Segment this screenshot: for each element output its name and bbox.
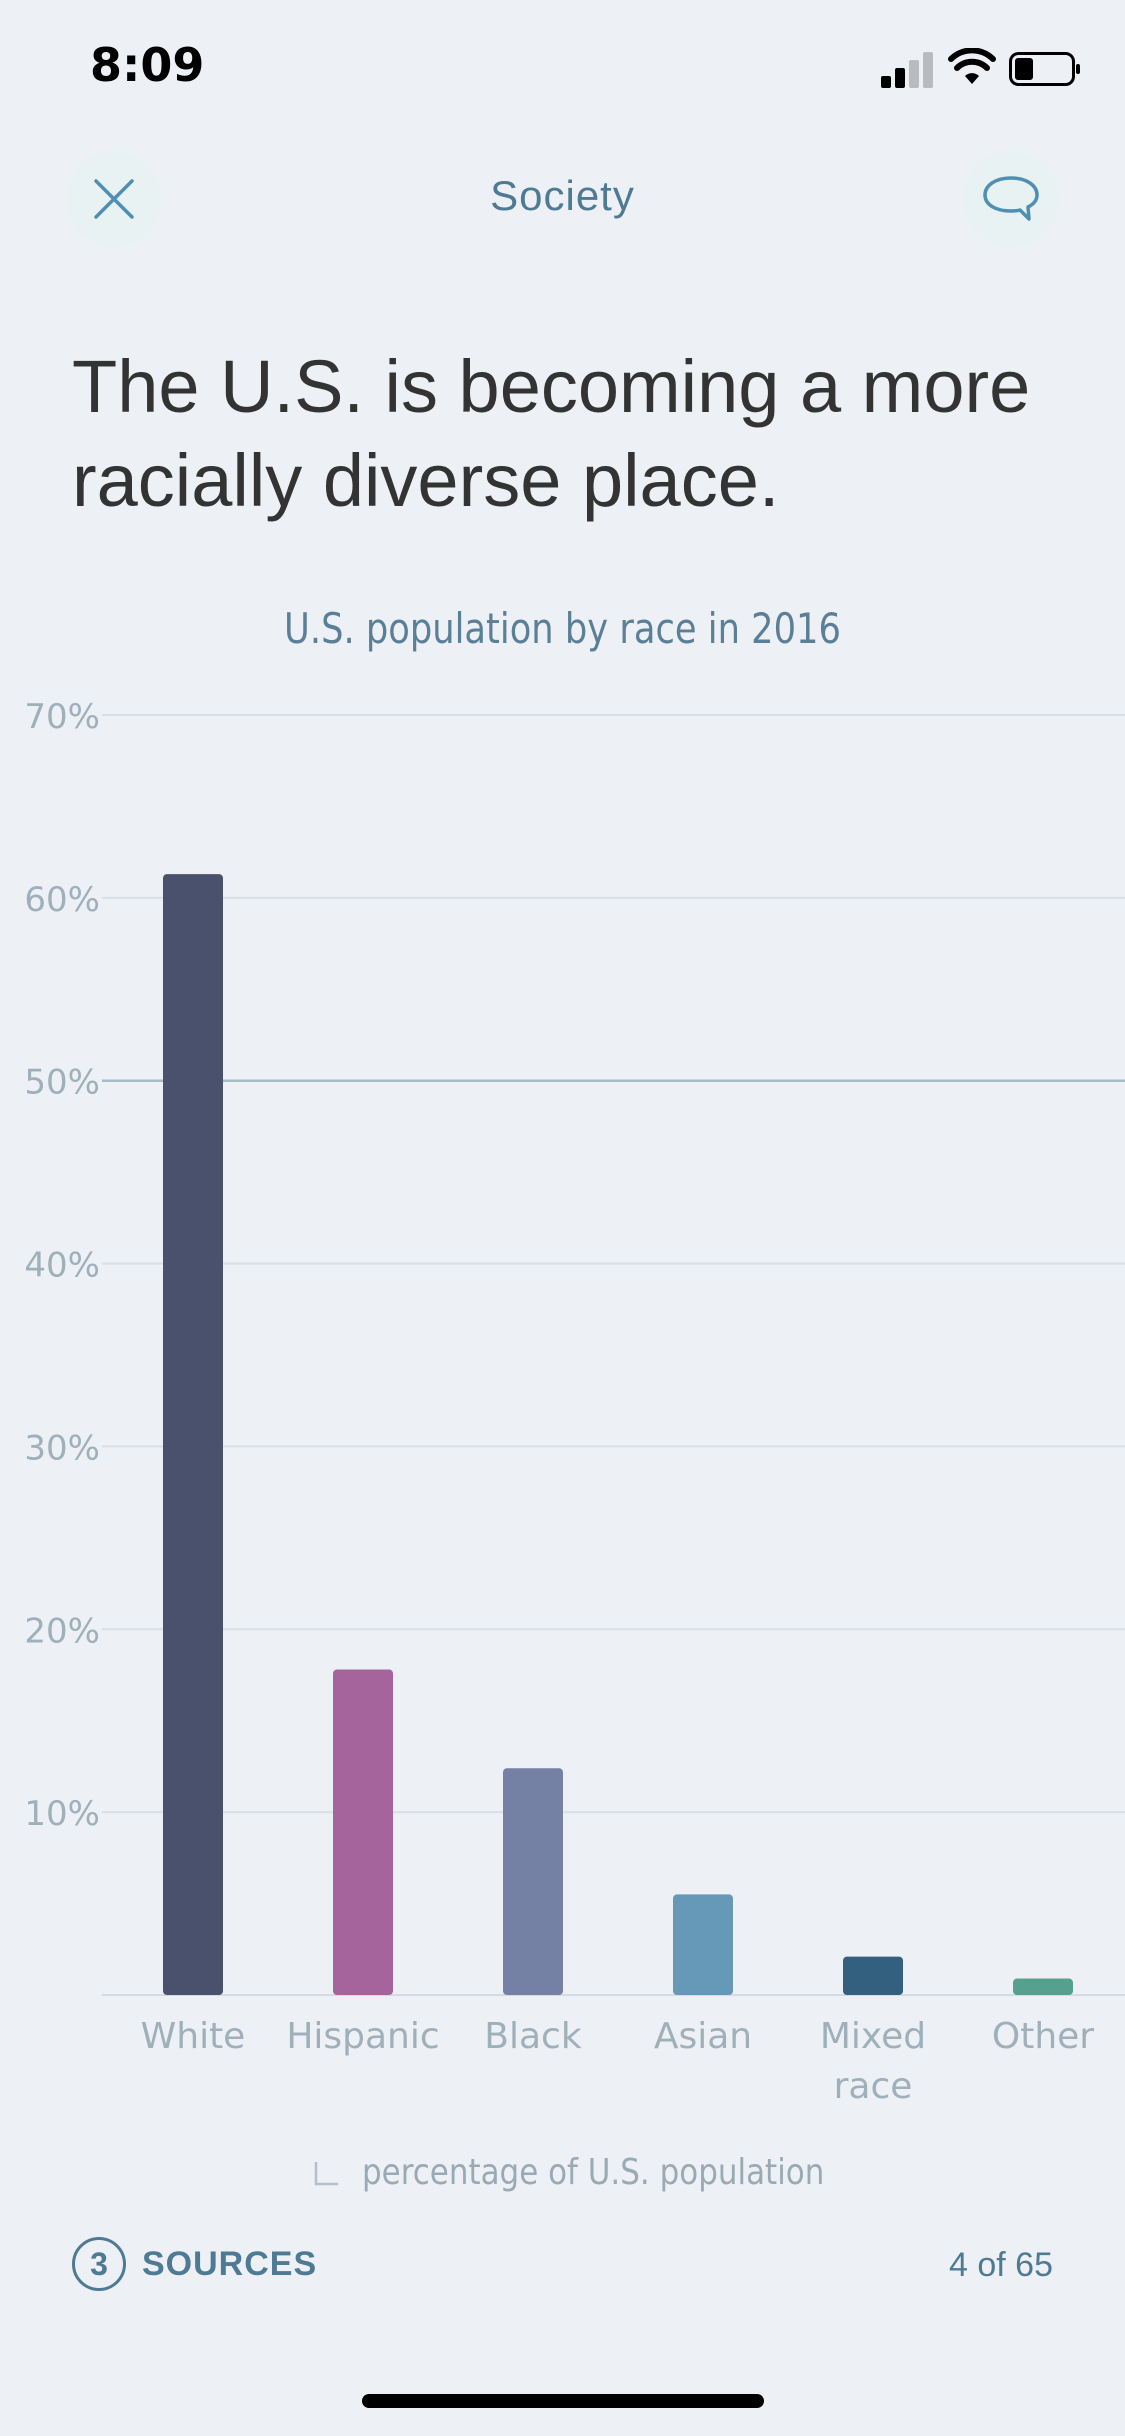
sources-count-badge: 3 bbox=[72, 2237, 126, 2291]
status-time: 8:09 bbox=[90, 38, 205, 92]
y-tick-label: 10% bbox=[24, 1794, 100, 1834]
wifi-icon bbox=[948, 48, 996, 84]
x-tick-label: Asian bbox=[654, 2016, 752, 2057]
bar-chart: 10% 20% 30% 40% 50% 60% 70% White Hispanic Black A… bbox=[24, 697, 1125, 2107]
bar-mixed-race bbox=[843, 1956, 903, 1995]
x-tick-label: White bbox=[141, 2016, 246, 2057]
chart-title: U.S. population by race in 2016 bbox=[284, 604, 841, 653]
x-tick-label: Other bbox=[992, 2016, 1094, 2057]
close-button[interactable] bbox=[66, 151, 162, 247]
y-tick-label: 40% bbox=[24, 1246, 100, 1286]
axis-note: percentage of U.S. population bbox=[310, 2152, 900, 2193]
nav-title: Society bbox=[490, 172, 635, 219]
y-tick-label: 30% bbox=[24, 1428, 100, 1468]
cellular-signal-icon bbox=[881, 52, 935, 88]
bar-black bbox=[503, 1768, 563, 1995]
y-tick-label: 60% bbox=[24, 880, 100, 920]
y-tick-label: 20% bbox=[24, 1611, 100, 1651]
status-bar: 8:09 bbox=[0, 0, 1125, 135]
bar-other bbox=[1013, 1978, 1073, 1995]
y-tick-label: 50% bbox=[24, 1063, 100, 1103]
x-tick-label: Mixed bbox=[820, 2016, 926, 2057]
close-icon bbox=[94, 179, 134, 219]
sources-label: SOURCES bbox=[142, 2244, 318, 2283]
x-tick-label: Hispanic bbox=[286, 2016, 439, 2057]
headline: The U.S. is becoming a more racially div… bbox=[72, 345, 1031, 522]
bar-hispanic bbox=[333, 1669, 393, 1995]
home-indicator[interactable] bbox=[362, 2394, 764, 2408]
comments-button[interactable] bbox=[963, 151, 1059, 247]
page-counter: 4 of 65 bbox=[949, 2246, 1053, 2284]
bar-white bbox=[163, 874, 223, 1995]
x-tick-label: race bbox=[834, 2066, 913, 2107]
axis-note-label: percentage of U.S. population bbox=[362, 2152, 825, 2193]
speech-bubble-icon bbox=[983, 176, 1039, 221]
sources-button[interactable]: 3 SOURCES bbox=[72, 2237, 317, 2291]
x-tick-label: Black bbox=[484, 2016, 582, 2057]
battery-icon bbox=[1009, 52, 1080, 86]
y-tick-label: 70% bbox=[24, 697, 100, 737]
bar-asian bbox=[673, 1894, 733, 1995]
axis-corner-icon bbox=[314, 2161, 338, 2185]
